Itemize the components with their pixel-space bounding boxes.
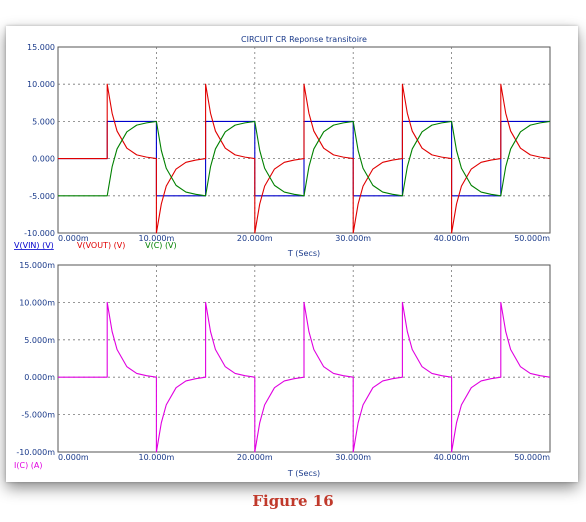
chart-2-x-tick-label: 50.000m bbox=[514, 453, 550, 462]
chart-1-x-tick-label: 20.000m bbox=[237, 234, 273, 243]
chart-1-legend-entry-1: V(VIN) (V) bbox=[14, 241, 54, 250]
chart-1-x-tick-label: 50.000m bbox=[514, 234, 550, 243]
chart-1-y-tick-label: 5.000 bbox=[32, 117, 55, 126]
chart-1-y-tick-label: -10.000 bbox=[24, 229, 55, 238]
chart-1-y-tick-label: 0.000 bbox=[32, 155, 55, 164]
figure-caption: Figure 16 bbox=[252, 492, 334, 510]
chart-1-y-tick-label: 15.000 bbox=[27, 43, 55, 52]
chart-2-x-tick-label: 30.000m bbox=[335, 453, 371, 462]
chart-2-legend-entry-1: I(C) (A) bbox=[14, 461, 42, 470]
chart-2-x-tick-label: 40.000m bbox=[434, 453, 470, 462]
chart-2-y-tick-label: 15.000m bbox=[19, 261, 55, 270]
chart-1-legend-entry-2: V(VOUT) (V) bbox=[77, 241, 125, 250]
chart-1-legend-entry-3: V(C) (V) bbox=[145, 241, 177, 250]
chart-1-y-tick-label: 10.000 bbox=[27, 80, 55, 89]
chart-1-x-tick-label: 30.000m bbox=[335, 234, 371, 243]
chart-1-x-tick-label: 10.000m bbox=[139, 234, 175, 243]
chart-2-x-tick-label: 20.000m bbox=[237, 453, 273, 462]
chart-2-x-tick-label: 10.000m bbox=[139, 453, 175, 462]
chart-2-y-tick-label: -5.000m bbox=[21, 411, 55, 420]
chart-1-title: CIRCUIT CR Reponse transitoire bbox=[241, 35, 367, 44]
chart-1-series-line-3 bbox=[58, 120, 551, 197]
chart-2-x-axis-label: T (Secs) bbox=[287, 469, 320, 478]
chart-2-y-tick-label: 5.000m bbox=[24, 336, 55, 345]
chart-1-x-axis-label: T (Secs) bbox=[287, 249, 320, 258]
chart-2-x-tick-label: 0.000m bbox=[58, 453, 89, 462]
chart-1-x-tick-label: 0.000m bbox=[58, 234, 89, 243]
chart-1-y-tick-label: -5.000 bbox=[29, 192, 55, 201]
chart-2-y-tick-label: 10.000m bbox=[19, 298, 55, 307]
chart-2-y-tick-label: 0.000m bbox=[24, 373, 55, 382]
chart-2-series-line-1 bbox=[58, 301, 551, 453]
chart-2-y-tick-label: -10.000m bbox=[16, 448, 55, 457]
chart-1-series-line-2 bbox=[58, 83, 551, 234]
chart-1-x-tick-label: 40.000m bbox=[434, 234, 470, 243]
